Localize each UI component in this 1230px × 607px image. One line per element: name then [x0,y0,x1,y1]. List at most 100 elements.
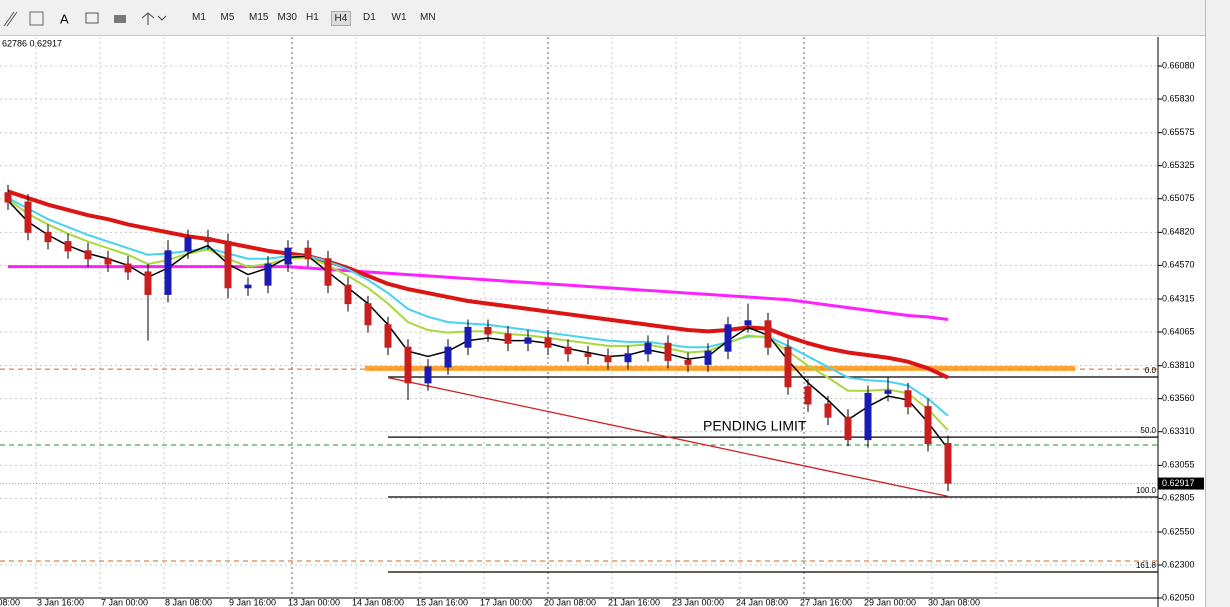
candle-body [264,263,272,286]
timeframe-button[interactable]: D1 [363,12,376,23]
y-tick-label: 0.62050 [1162,592,1195,602]
timeframe-button[interactable]: M30 [277,12,297,23]
chart: 62786 0.62917 0.66080 0.65830 0.65575 0.653… [0,37,1204,607]
fib-label: 50.0 [1140,426,1156,435]
candle-body [604,355,612,363]
x-tick-label: 8 Jan 08:00 [165,597,212,607]
y-tick-label: 0.63310 [1162,426,1195,436]
candle-body [244,284,252,289]
x-tick-label: 24 Jan 08:00 [736,597,788,607]
toolbar-icons: A [3,11,167,27]
candle-body [504,333,512,344]
candle-body [124,263,132,273]
x-tick-label: 30 Jan 08:00 [928,597,980,607]
icon [3,11,18,27]
y-tick-label: 0.65075 [1162,193,1195,203]
fib-label: 0.0 [1145,366,1157,375]
candle-body [104,258,112,265]
candle-body [184,237,192,252]
y-tick-label: 0.65325 [1162,160,1195,170]
candle-body [84,250,92,260]
x-tick-label: 3 Jan 16:00 [37,597,84,607]
y-tick-label: 0.64065 [1162,326,1195,336]
x-tick-label: 15 Jan 16:00 [416,597,468,607]
candle-body [764,320,772,348]
candle-body [304,247,312,260]
y-tick-label: 0.63560 [1162,393,1195,403]
fib-label: 100.0 [1136,486,1157,495]
x-tick-label: 21 Jan 16:00 [608,597,660,607]
x-tick-label: 08:00 [0,597,20,607]
candle-body [324,258,332,286]
x-tick-label: 9 Jan 16:00 [229,597,276,607]
icon [114,15,126,23]
moving-average [7,189,949,380]
x-tick-label: 20 Jan 08:00 [544,597,596,607]
candle-body [4,192,12,203]
toolbar: A M1 M5 M15 M30 H1 H4 D1 W1 MN [0,0,1205,36]
y-tick-label: 0.63055 [1162,460,1195,470]
timeframe-button[interactable]: M1 [192,12,206,23]
y-tick-label: 0.66080 [1162,60,1195,70]
candle-body [544,337,552,348]
timeframe-button[interactable]: M5 [220,12,235,23]
candle-body [804,386,812,405]
candle-body [24,201,32,233]
candle-body [424,366,432,384]
y-tick-label: 0.63810 [1162,360,1195,370]
candle-body [404,346,412,384]
y-tick-label: 0.64820 [1162,227,1195,237]
candle-body [564,346,572,355]
candle-body [824,403,832,418]
candle-body [464,326,472,348]
candle-body [284,247,292,265]
timeframe-button[interactable]: M15 [249,12,269,23]
candle-body [224,241,232,289]
icon [29,11,44,26]
candle-body [144,271,152,295]
candle-body [784,346,792,388]
moving-average [7,197,949,417]
candle-body [344,284,352,305]
candle-body [384,324,392,348]
y-tick-label: 0.62300 [1162,559,1195,569]
candle-body [524,337,532,344]
candle-body [864,392,872,441]
timeframe-button[interactable]: MN [420,12,436,23]
price-box [1158,477,1204,490]
candle-body [844,416,852,441]
x-tick-label: 7 Jan 00:00 [101,597,148,607]
y-tick-label: 0.65830 [1162,93,1195,103]
candle-body [484,326,492,335]
candle-body [364,303,372,326]
candle-body [64,241,72,252]
candle-body [164,250,172,295]
candle-body [584,353,592,357]
y-tick-label: 0.65575 [1162,127,1195,137]
y-tick-label: 0.64315 [1162,293,1195,303]
x-tick-label: 14 Jan 08:00 [352,597,404,607]
icon [141,12,167,25]
x-tick-label: 29 Jan 00:00 [864,597,916,607]
candle-body [884,390,892,394]
x-tick-label: 17 Jan 00:00 [480,597,532,607]
fib-label: 161.8 [1136,561,1157,570]
x-tick-label: 27 Jan 16:00 [800,597,852,607]
candle-body [204,237,212,243]
timeframe-button[interactable]: H4 [330,11,352,26]
y-tick-label: 0.64570 [1162,260,1195,270]
annotation: PENDING LIMIT [703,418,807,434]
x-tick-label: 23 Jan 00:00 [672,597,724,607]
timeframe-button[interactable]: W1 [391,12,407,23]
current-price-label: 0.62917 [1162,478,1195,488]
y-tick-label: 0.62805 [1162,493,1195,503]
candle-body [704,350,712,365]
scrollbar [1205,0,1230,607]
candle-body [924,406,932,445]
icon [85,12,99,24]
candle-body [664,342,672,361]
trendline [387,376,949,497]
timeframe-button[interactable]: H1 [306,12,319,23]
candle-body [724,324,732,352]
